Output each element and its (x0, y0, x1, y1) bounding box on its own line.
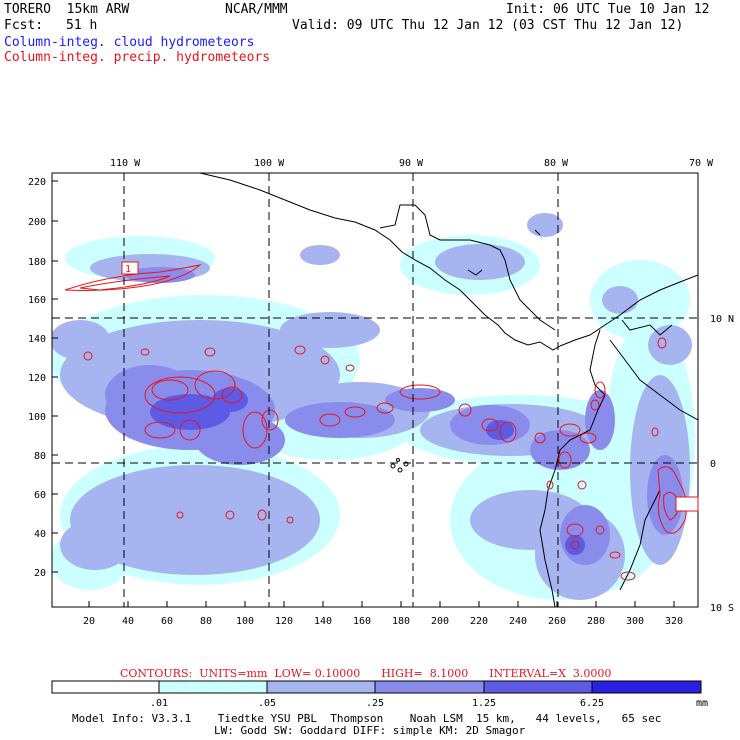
x-tick-label: 300 (626, 616, 644, 627)
colorbar-segment (374, 680, 485, 694)
colorbar-unit: mm (696, 698, 708, 709)
x-tick-label: 80 (200, 616, 212, 627)
colorbar-segment (158, 680, 268, 694)
lon-label-90w: 90 W (399, 158, 424, 169)
x-tick-label: 140 (314, 616, 332, 627)
field-precip-label: Column-integ. precip. hydrometeors (4, 50, 271, 65)
field-cloud-label: Column-integ. cloud hydrometeors (4, 35, 255, 50)
colorbar-label: 1.25 (472, 698, 496, 709)
lon-label-70w: 70 W (689, 158, 714, 169)
contour-label-box (121, 261, 139, 275)
plot-frame (51, 172, 699, 608)
x-tick-label: 220 (470, 616, 488, 627)
coastlines (199, 173, 698, 607)
x-tick-label: 260 (548, 616, 566, 627)
lon-label-110w: 110 W (110, 158, 141, 169)
colorbar: .01 .05 .25 1.25 6.25 mm (51, 680, 708, 709)
longitude-labels: 110 W 100 W 90 W 80 W 70 W (110, 158, 714, 169)
lon-label-100w: 100 W (254, 158, 285, 169)
y-tick-label: 160 (28, 295, 46, 306)
x-tick-label: 120 (275, 616, 293, 627)
init-time: Init: 06 UTC Tue 10 Jan 12 (506, 2, 710, 17)
lon-label-80w: 80 W (544, 158, 569, 169)
forecast-hour: 51 h (66, 18, 98, 33)
latitude-labels: 10 N 0 10 S (710, 314, 734, 614)
model-physics: LW: Godd SW: Goddard DIFF: simple KM: 2D… (214, 724, 526, 737)
colorbar-label: 6.25 (580, 698, 604, 709)
x-tick-label: 240 (509, 616, 527, 627)
y-tick-label: 80 (34, 451, 46, 462)
x-tick-label: 100 (236, 616, 254, 627)
valid-time: Valid: 09 UTC Thu 12 Jan 12 (03 CST Thu … (292, 18, 684, 33)
org-label: NCAR/MMM (225, 2, 288, 17)
x-tick-label: 160 (353, 616, 371, 627)
y-tick-label: 180 (28, 257, 46, 268)
y-tick-label: 140 (28, 334, 46, 345)
contour-label-box-2 (675, 496, 699, 512)
y-tick-label: 120 (28, 373, 46, 384)
colorbar-label: .25 (366, 698, 384, 709)
axis-ticks (52, 180, 675, 607)
y-tick-label: 60 (34, 490, 46, 501)
colorbar-segment (591, 680, 702, 694)
x-tick-labels: 20 40 60 80 100 120 140 160 180 200 220 … (83, 616, 683, 627)
x-tick-label: 200 (431, 616, 449, 627)
x-tick-label: 320 (665, 616, 683, 627)
y-tick-label: 220 (28, 177, 46, 188)
colorbar-segment (51, 680, 160, 694)
cloud-shading (52, 213, 695, 600)
colorbar-label: .01 (150, 698, 168, 709)
model-info: Model Info: V3.3.1 Tiedtke YSU PBL Thomp… (72, 712, 662, 725)
x-tick-label: 60 (161, 616, 173, 627)
y-tick-label: 200 (28, 217, 46, 228)
contour-label: 1 (125, 264, 131, 275)
x-tick-label: 280 (587, 616, 605, 627)
lat-label-10n: 10 N (710, 314, 734, 325)
forecast-label: Fcst: (4, 18, 44, 33)
colorbar-segment (483, 680, 593, 694)
contours-info: CONTOURS: UNITS=mm LOW= 0.10000 HIGH= 8.… (120, 667, 612, 680)
precip-contours (64, 264, 687, 581)
x-tick-label: 40 (122, 616, 134, 627)
lat-lon-grid (52, 173, 698, 607)
colorbar-segment (266, 680, 376, 694)
y-tick-label: 20 (34, 568, 46, 579)
x-tick-label: 20 (83, 616, 95, 627)
model-title: TORERO 15km ARW (4, 2, 130, 17)
y-tick-label: 40 (34, 529, 46, 540)
lat-label-10s: 10 S (710, 603, 734, 614)
lat-label-0: 0 (710, 459, 716, 470)
y-tick-labels: 220 200 180 160 140 120 100 80 60 40 20 (28, 177, 46, 579)
x-tick-label: 180 (392, 616, 410, 627)
colorbar-label: .05 (258, 698, 276, 709)
y-tick-label: 100 (28, 412, 46, 423)
